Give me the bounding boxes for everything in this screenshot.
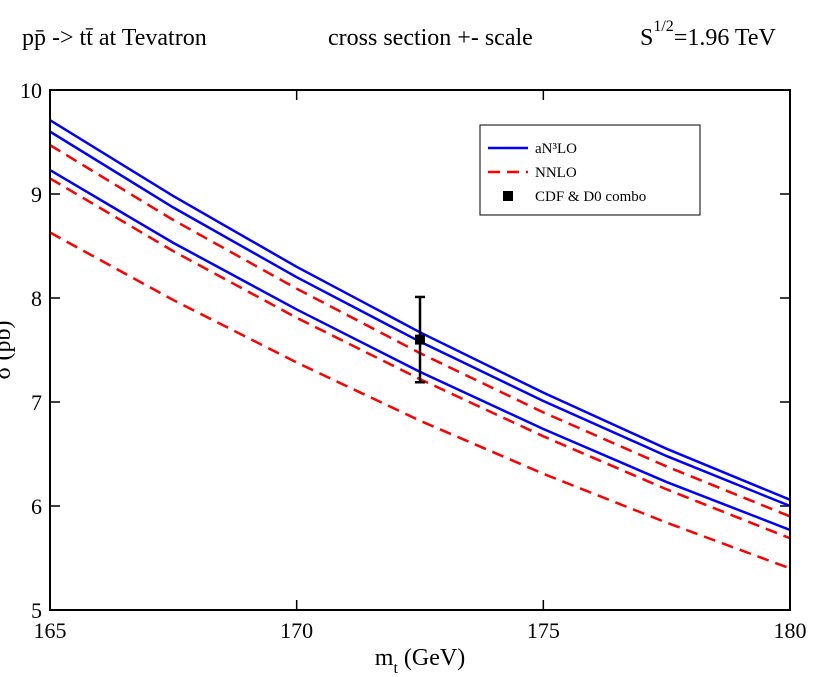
x-tick-label: 170 [280, 618, 313, 643]
energy-base: S [640, 25, 653, 51]
y-tick-label: 9 [31, 182, 42, 207]
energy-rest: =1.96 TeV [674, 25, 777, 51]
x-axis-label: mt (GeV) [375, 645, 465, 677]
x-label-sub: t [393, 660, 398, 677]
chart-subtitle: cross section +- scale [328, 25, 533, 51]
x-tick-label: 180 [774, 618, 807, 643]
y-tick-label: 5 [31, 598, 42, 623]
data-point [415, 334, 425, 345]
y-tick-label: 8 [31, 286, 42, 311]
x-label-rest: (GeV) [398, 645, 465, 671]
y-tick-label: 6 [31, 494, 42, 519]
x-tick-label: 165 [34, 618, 67, 643]
legend-marker [503, 191, 513, 201]
plot-frame [49, 89, 791, 611]
series-line [50, 231, 790, 570]
legend-box [479, 124, 701, 216]
chart-title: pp̄ -> tt̄ at Tevatron [22, 25, 207, 51]
x-tick-label: 175 [527, 618, 560, 643]
legend-label: aN³LO [535, 141, 577, 157]
energy-label: S1/2=1.96 TeV [640, 18, 777, 51]
energy-sup: 1/2 [653, 18, 673, 35]
legend-label: CDF & D0 combo [535, 189, 646, 205]
y-axis-label: σ (pb) [0, 321, 16, 380]
legend-label: NNLO [535, 165, 577, 181]
y-tick-label: 10 [20, 78, 42, 103]
x-label-base: m [375, 645, 394, 671]
y-tick-label: 7 [31, 390, 42, 415]
